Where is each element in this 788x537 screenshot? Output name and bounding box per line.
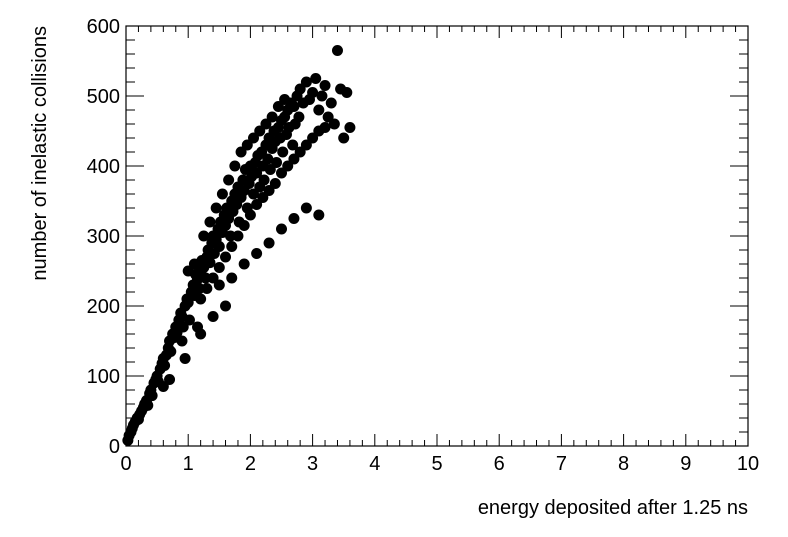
data-point [213, 262, 225, 273]
data-point [165, 346, 177, 357]
data-point [300, 202, 312, 214]
data-point [226, 241, 238, 252]
data-point [251, 248, 263, 259]
data-point [213, 241, 225, 252]
data-point [142, 399, 154, 411]
data-point [300, 76, 312, 88]
data-point [195, 293, 207, 305]
y-tick-label: 600 [87, 16, 120, 38]
ticks-layer [125, 25, 749, 447]
data-point [271, 157, 283, 168]
data-point [213, 279, 225, 291]
x-tick-label: 6 [494, 453, 505, 475]
data-point [319, 122, 331, 133]
data-point [216, 188, 228, 200]
data-point [229, 160, 241, 172]
x-tick-label: 5 [431, 453, 442, 475]
data-point [288, 213, 300, 224]
data-point [176, 335, 188, 347]
data-point [192, 273, 204, 285]
data-point [266, 111, 278, 123]
data-point [210, 202, 222, 214]
data-point [325, 97, 337, 109]
points-layer [122, 45, 356, 446]
data-point [179, 353, 191, 364]
x-tick-label: 1 [183, 453, 194, 475]
data-point [313, 209, 325, 221]
x-tick-label: 7 [556, 453, 567, 475]
data-point [238, 220, 250, 231]
data-point [277, 146, 289, 158]
data-point [226, 272, 238, 284]
data-point [310, 73, 322, 84]
data-point [269, 178, 281, 189]
data-point [220, 251, 232, 263]
y-tick-label: 300 [87, 226, 120, 248]
data-point [201, 283, 213, 294]
x-tick-label: 4 [369, 453, 380, 475]
y-tick-label: 100 [87, 366, 120, 388]
x-tick-label: 0 [120, 453, 131, 475]
x-axis-label: energy deposited after 1.25 ns [478, 497, 748, 519]
y-axis-label: number of inelastic collisions [29, 26, 51, 281]
data-point [198, 230, 210, 242]
x-tick-label: 8 [618, 453, 629, 475]
data-point [223, 174, 235, 186]
x-tick-label: 2 [245, 453, 256, 475]
y-tick-label: 200 [87, 296, 120, 318]
data-point [159, 360, 171, 371]
data-point [344, 122, 356, 133]
data-point [331, 45, 343, 56]
data-point [204, 257, 216, 269]
y-tick-label: 0 [109, 436, 120, 458]
data-point [164, 374, 176, 385]
data-point [204, 216, 216, 228]
data-point [293, 111, 305, 123]
data-point [328, 118, 340, 130]
data-point [207, 311, 219, 322]
data-point [262, 153, 274, 165]
data-point [276, 223, 287, 235]
data-point [183, 314, 195, 326]
data-point [319, 80, 331, 91]
data-point [341, 87, 353, 98]
y-tick-label: 400 [87, 156, 120, 178]
data-point [258, 174, 270, 186]
data-point [220, 300, 232, 312]
data-point [146, 390, 158, 402]
data-point [287, 139, 299, 151]
data-point [232, 230, 244, 242]
x-tick-label: 3 [307, 453, 318, 475]
x-tick-label: 9 [680, 453, 691, 475]
data-point [338, 132, 350, 144]
data-point [238, 258, 250, 270]
data-point [279, 94, 291, 105]
data-point [313, 104, 325, 116]
data-point [192, 321, 204, 333]
data-point [263, 237, 275, 249]
x-tick-label: 10 [737, 453, 759, 475]
data-point [316, 90, 328, 102]
data-point [244, 209, 256, 221]
data-point [188, 258, 200, 270]
data-point [307, 87, 319, 98]
data-point [288, 101, 300, 112]
y-tick-label: 500 [87, 86, 120, 108]
